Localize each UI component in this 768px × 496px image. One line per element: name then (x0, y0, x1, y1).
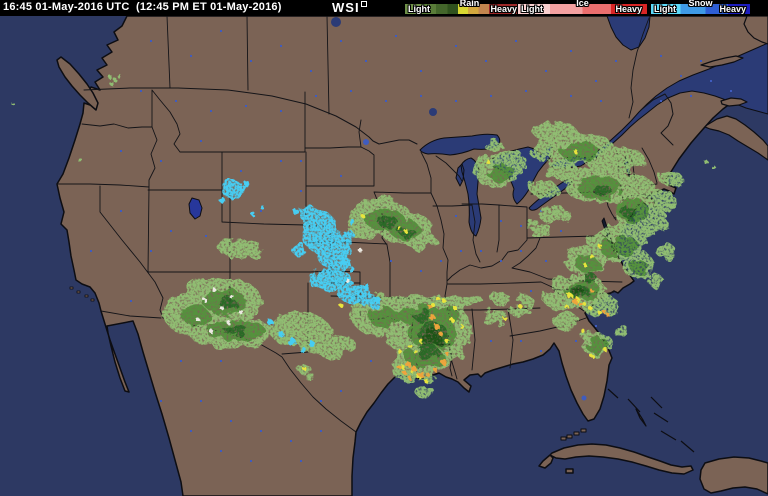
lake-of-the-woods (363, 139, 369, 145)
legend-ice-heavy-label: Heavy (615, 4, 642, 14)
rain-orange-cells (397, 289, 610, 380)
timestamp-text: 16:45 01-May-2016 UTC (12:45 PM ET 01-Ma… (3, 1, 282, 13)
legend-ice-light-label: Light (521, 4, 543, 14)
bahamas (607, 388, 695, 453)
legend-rain-light-label: Light (408, 4, 430, 14)
james-bay (606, 16, 651, 51)
channel-islands (69, 286, 95, 302)
hispaniola (699, 456, 768, 495)
anticosti-island (700, 55, 744, 68)
great-salt-lake (188, 197, 203, 220)
lake-winnipeg-tip (331, 17, 341, 27)
maritime-islands (700, 16, 768, 161)
legend-rain: Rain Light Heavy (404, 0, 535, 16)
scattered-light-rain-specks (11, 74, 716, 302)
rain-intense-echoes (422, 289, 586, 346)
lake-okeechobee (581, 395, 587, 401)
newfoundland-corner (743, 16, 768, 45)
lake-nipigon (429, 108, 437, 116)
prince-edward-island (720, 97, 748, 107)
legend-ice: Ice Light Heavy (517, 0, 648, 16)
isle-of-youth (565, 468, 574, 474)
legend-snow-heavy-label: Heavy (719, 4, 746, 14)
us-canada-border (83, 87, 418, 145)
legend-ice-gradient-bar: Light Heavy (517, 3, 648, 15)
water-bodies (188, 16, 768, 401)
snow-echoes (221, 182, 380, 309)
mixed-precip-cells (196, 248, 362, 333)
small-lakes-speckle (90, 30, 732, 462)
legend-snow-gradient-bar: Light Heavy (650, 3, 751, 15)
legend-rain-heavy-label: Heavy (490, 4, 517, 14)
radar-point-cells (11, 74, 716, 383)
legend-snow-title: Snow (688, 0, 713, 8)
province-borders (166, 16, 650, 119)
maine-border (640, 93, 674, 146)
wsi-logo: WSI (332, 0, 367, 15)
vancouver-island (56, 56, 99, 111)
rain-yellow-cells (303, 150, 607, 383)
florida-keys (560, 428, 587, 441)
legend-snow-light-label: Light (654, 4, 676, 14)
lake-michigan (455, 157, 482, 237)
legend-rain-gradient-bar: Light Heavy (404, 3, 535, 15)
wsi-trademark-icon (360, 1, 367, 7)
cuba (538, 443, 694, 475)
radar-map (0, 16, 768, 496)
snow-small-cells (219, 181, 381, 353)
legend-rain-title: Rain (459, 0, 480, 8)
nova-scotia (704, 115, 768, 161)
legend-snow: Snow Light Heavy (650, 0, 751, 16)
title-bar: 16:45 01-May-2016 UTC (12:45 PM ET 01-Ma… (0, 0, 768, 16)
legend-ice-title: Ice (576, 0, 589, 8)
wsi-logo-text: WSI (332, 0, 360, 15)
